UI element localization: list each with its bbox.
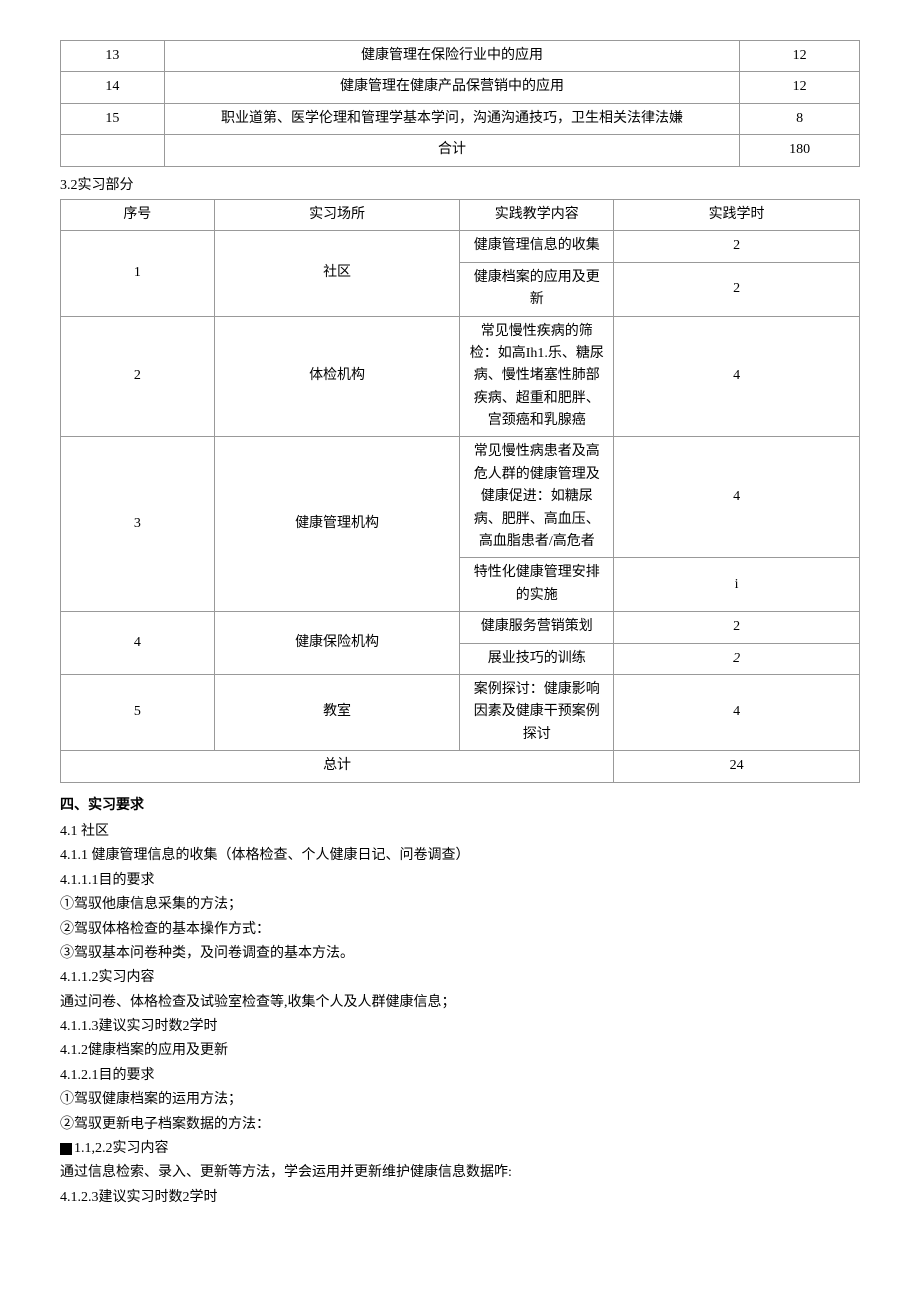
- row-hours: 4: [614, 674, 860, 750]
- table-row: 15 职业道第、医学伦理和管理学基本学问，沟通沟通技巧，卫生相关法律法嫌 8: [61, 103, 860, 134]
- row-place: 教室: [214, 674, 460, 750]
- practice-table: 序号 实习场所 实践教学内容 实践学时 1 社区 健康管理信息的收集 2 健康档…: [60, 199, 860, 783]
- row-content: 特性化健康管理安排的实施: [460, 558, 614, 612]
- table-row: 13 健康管理在保险行业中的应用 12: [61, 41, 860, 72]
- row-hours: 12: [740, 72, 860, 103]
- body-text: 1.1,2.2实习内容: [74, 1141, 169, 1156]
- row-num: 14: [61, 72, 165, 103]
- table-row: 3 健康管理机构 常见慢性病患者及高危人群的健康管理及健康促进：如糖尿病、肥胖、…: [61, 437, 860, 558]
- section-4-1-1-2: 4.1.1.2实习内容: [60, 967, 860, 989]
- section-3-2-heading: 3.2实习部分: [60, 175, 860, 197]
- row-content: 展业技巧的训练: [460, 643, 614, 674]
- row-content: 合计: [164, 135, 739, 166]
- table-row: 5 教室 案例探讨：健康影响因素及健康干预案例探讨 4: [61, 674, 860, 750]
- row-content: 健康档案的应用及更新: [460, 262, 614, 316]
- row-num: 2: [61, 316, 215, 437]
- row-content: 案例探讨：健康影响因素及健康干预案例探讨: [460, 674, 614, 750]
- section-4-1-2-1: 4.1.2.1目的要求: [60, 1065, 860, 1087]
- section-4-1-1-3: 4.1.1.3建议实习时数2学时: [60, 1016, 860, 1038]
- course-hours-table: 13 健康管理在保险行业中的应用 12 14 健康管理在健康产品保营销中的应用 …: [60, 40, 860, 167]
- row-num: 15: [61, 103, 165, 134]
- row-content: 健康服务营销策划: [460, 612, 614, 643]
- row-hours: 2: [614, 643, 860, 674]
- table-row-total: 总计 24: [61, 751, 860, 782]
- row-num: [61, 135, 165, 166]
- row-num: 1: [61, 231, 215, 316]
- table-row: 2 体检机构 常见慢性疾病的筛检：如高Ih1.乐、糖尿病、慢性堵塞性肺部疾病、超…: [61, 316, 860, 437]
- section-4-1-2: 4.1.2健康档案的应用及更新: [60, 1040, 860, 1062]
- row-place: 体检机构: [214, 316, 460, 437]
- header-num: 序号: [61, 199, 215, 230]
- section-4-title: 四、实习要求: [60, 795, 860, 817]
- row-hours: 8: [740, 103, 860, 134]
- section-4-1-1-1: 4.1.1.1目的要求: [60, 870, 860, 892]
- table-header-row: 序号 实习场所 实践教学内容 实践学时: [61, 199, 860, 230]
- row-num: 3: [61, 437, 215, 612]
- total-label: 总计: [61, 751, 614, 782]
- row-place: 社区: [214, 231, 460, 316]
- row-hours: 4: [614, 316, 860, 437]
- row-hours: 2: [614, 612, 860, 643]
- table-row: 1 社区 健康管理信息的收集 2: [61, 231, 860, 262]
- total-value: 24: [614, 751, 860, 782]
- header-place: 实习场所: [214, 199, 460, 230]
- table-row: 14 健康管理在健康产品保营销中的应用 12: [61, 72, 860, 103]
- row-hours: 12: [740, 41, 860, 72]
- row-place: 健康管理机构: [214, 437, 460, 612]
- row-content: 常见慢性病患者及高危人群的健康管理及健康促进：如糖尿病、肥胖、高血压、高血脂患者…: [460, 437, 614, 558]
- row-content: 职业道第、医学伦理和管理学基本学问，沟通沟通技巧，卫生相关法律法嫌: [164, 103, 739, 134]
- body-text: ③驾驭基本问卷种类，及问卷调查的基本方法。: [60, 943, 860, 965]
- row-hours: 180: [740, 135, 860, 166]
- square-icon: [60, 1143, 72, 1155]
- section-4-1-2-2: 1.1,2.2实习内容: [60, 1138, 860, 1160]
- row-content: 健康管理在健康产品保营销中的应用: [164, 72, 739, 103]
- table-row: 4 健康保险机构 健康服务营销策划 2: [61, 612, 860, 643]
- section-4-1-1: 4.1.1 健康管理信息的收集（体格检查、个人健康日记、问卷调查）: [60, 845, 860, 867]
- row-hours: 2: [614, 231, 860, 262]
- body-text: ②驾驭更新电子档案数据的方法：: [60, 1114, 860, 1136]
- header-hours: 实践学时: [614, 199, 860, 230]
- section-4-1: 4.1 社区: [60, 821, 860, 843]
- row-hours: i: [614, 558, 860, 612]
- header-content: 实践教学内容: [460, 199, 614, 230]
- row-place: 健康保险机构: [214, 612, 460, 675]
- section-4-1-2-3: 4.1.2.3建议实习时数2学时: [60, 1187, 860, 1209]
- row-num: 4: [61, 612, 215, 675]
- body-text: 通过信息检索、录入、更新等方法，学会运用并更新维护健康信息数据咋:: [60, 1162, 860, 1184]
- row-content: 健康管理信息的收集: [460, 231, 614, 262]
- body-text: ①驾驭健康档案的运用方法；: [60, 1089, 860, 1111]
- row-content: 健康管理在保险行业中的应用: [164, 41, 739, 72]
- body-text: 通过问卷、体格检查及试验室检查等,收集个人及人群健康信息；: [60, 992, 860, 1014]
- row-hours: 4: [614, 437, 860, 558]
- row-hours: 2: [614, 262, 860, 316]
- body-text: ①驾驭他康信息采集的方法；: [60, 894, 860, 916]
- body-text: ②驾驭体格检查的基本操作方式：: [60, 919, 860, 941]
- row-num: 5: [61, 674, 215, 750]
- table-row-total: 合计 180: [61, 135, 860, 166]
- row-num: 13: [61, 41, 165, 72]
- row-content: 常见慢性疾病的筛检：如高Ih1.乐、糖尿病、慢性堵塞性肺部疾病、超重和肥胖、宫颈…: [460, 316, 614, 437]
